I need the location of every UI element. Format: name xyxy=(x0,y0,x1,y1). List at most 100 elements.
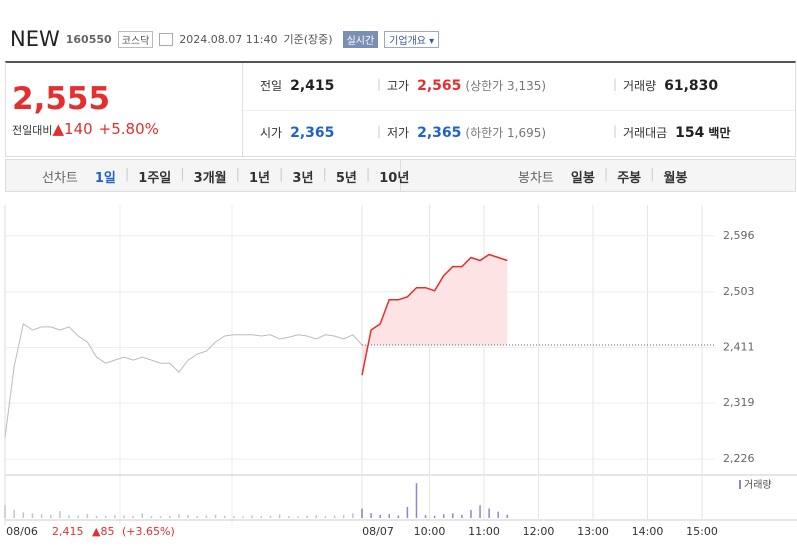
item-value: 2,365 xyxy=(290,125,335,141)
volume-bar xyxy=(415,483,418,518)
volume-bar xyxy=(95,515,98,518)
volume-bar xyxy=(132,515,134,518)
item-label: 거래량 xyxy=(623,79,657,93)
volume-bar xyxy=(470,510,472,518)
prev-day-info: 2,415 xyxy=(52,525,84,538)
volume-bar xyxy=(68,515,70,518)
item-value: 61,830 xyxy=(664,78,719,94)
volume-bar xyxy=(497,511,499,518)
item-label: 저가 xyxy=(387,126,410,140)
quote-item: 전일 2,415 xyxy=(260,77,334,94)
item-value: 154 xyxy=(675,125,705,141)
volume-bar xyxy=(50,514,52,518)
volume-bar xyxy=(306,515,308,518)
volume-bar xyxy=(379,514,381,518)
volume-legend-swatch xyxy=(739,480,741,489)
volume-bar xyxy=(433,515,436,518)
basis: 기준(장중) xyxy=(283,33,333,46)
volume-bar xyxy=(178,514,180,518)
volume-bar xyxy=(260,516,263,518)
separator: | xyxy=(365,167,371,182)
tab[interactable]: 10년 xyxy=(379,171,410,186)
volume-bar xyxy=(406,506,409,518)
calendar-icon xyxy=(159,32,174,46)
item-label: 고가 xyxy=(387,79,410,93)
item-value: 2,415 xyxy=(290,78,335,94)
item-note: (상한가 3,135) xyxy=(465,79,547,93)
separator: | xyxy=(603,167,609,182)
volume-bar xyxy=(297,516,299,518)
x-tick-label: 14:00 xyxy=(632,525,664,538)
tab[interactable]: 일봉 xyxy=(570,171,595,186)
volume-bar xyxy=(488,508,490,518)
quote-item: | 거래량 61,830 xyxy=(613,77,719,94)
separator: | xyxy=(613,124,618,138)
quote-box: 2,555 전일대비 ▲140 +5.80% 전일 2,415 | 고가 2,565 (상… xyxy=(5,61,796,157)
y-tick-label: 2,503 xyxy=(723,285,755,298)
volume-bar xyxy=(269,515,272,518)
tab[interactable]: 5년 xyxy=(335,171,357,186)
x-tick-label: 15:00 xyxy=(686,525,718,538)
volume-bar xyxy=(114,515,116,518)
datetime: 2024.08.07 11:40 xyxy=(179,32,278,46)
volume-bar xyxy=(150,516,153,518)
candle-tabs: 봉차트 일봉 | 주봉 | 월봉 xyxy=(518,167,687,186)
tab[interactable]: 1일 xyxy=(94,171,116,186)
volume-bar xyxy=(361,508,363,518)
realtime-button[interactable]: 실시간 xyxy=(342,30,379,48)
company-info-label: 기업개요 xyxy=(389,35,426,47)
volume-bar xyxy=(4,505,6,518)
tab[interactable]: 3년 xyxy=(292,171,314,186)
separator: | xyxy=(377,124,382,138)
y-tick-label: 2,596 xyxy=(723,229,755,242)
volume-bar xyxy=(77,515,79,518)
separator: | xyxy=(279,167,284,182)
item-value: 2,365 xyxy=(417,125,462,141)
tab[interactable]: 1년 xyxy=(249,171,271,186)
item-note: (하한가 1,695) xyxy=(465,126,547,140)
x-tick-label: 11:00 xyxy=(468,525,500,538)
x-tick-label: 12:00 xyxy=(523,525,555,538)
x-tick-label: 10:00 xyxy=(414,525,446,538)
tab[interactable]: 월봉 xyxy=(663,171,688,186)
volume-bar xyxy=(288,516,290,518)
volume-bar xyxy=(196,516,198,518)
tab-group-label: 선차트 xyxy=(42,171,78,186)
x-tick-label: 08/07 xyxy=(362,525,394,538)
header: NEW 160550 코스닥 2024.08.07 11:40 기준(장중) 실… xyxy=(10,27,440,51)
volume-bar xyxy=(104,516,107,518)
volume-bar xyxy=(278,514,281,518)
tab[interactable]: 1주일 xyxy=(138,171,172,186)
tab[interactable]: 주봉 xyxy=(617,171,642,186)
item-label: 전일 xyxy=(260,79,283,93)
volume-bar xyxy=(22,512,25,518)
x-tick-label: 08/06 xyxy=(6,525,38,538)
change: ▲140 xyxy=(52,120,93,138)
volume-bar xyxy=(123,515,125,518)
divider xyxy=(243,110,795,111)
volume-bar xyxy=(13,510,15,518)
price-line xyxy=(4,323,363,438)
company-info-button[interactable]: 기업개요 ▾ xyxy=(384,30,440,48)
change-pct: +5.80% xyxy=(98,120,159,138)
stock-name: NEW xyxy=(10,27,60,51)
separator: | xyxy=(124,167,130,182)
quote-item: | 저가 2,365 (하한가 1,695) xyxy=(377,124,547,141)
market-badge: 코스닥 xyxy=(117,30,154,48)
item-label: 거래대금 xyxy=(623,126,668,140)
quote-item: | 고가 2,565 (상한가 3,135) xyxy=(377,77,547,94)
volume-bar xyxy=(40,514,43,518)
y-tick-label: 2,226 xyxy=(723,452,755,465)
quote-item: 시가 2,365 xyxy=(260,124,334,141)
volume-bar xyxy=(442,514,445,518)
change-label: 전일대비 xyxy=(12,124,53,137)
volume-bar xyxy=(31,513,34,518)
volume-bar xyxy=(233,516,235,518)
volume-bar xyxy=(479,505,481,518)
volume-bar xyxy=(424,515,427,518)
line-tabs: 선차트 1일 | 1주일 | 3개월 | 1년 | 3년 | 5년 | 10년 xyxy=(42,167,409,186)
volume-bar xyxy=(315,515,317,518)
volume-bar xyxy=(333,515,336,518)
volume-bar xyxy=(506,514,509,518)
tab[interactable]: 3개월 xyxy=(193,171,227,186)
